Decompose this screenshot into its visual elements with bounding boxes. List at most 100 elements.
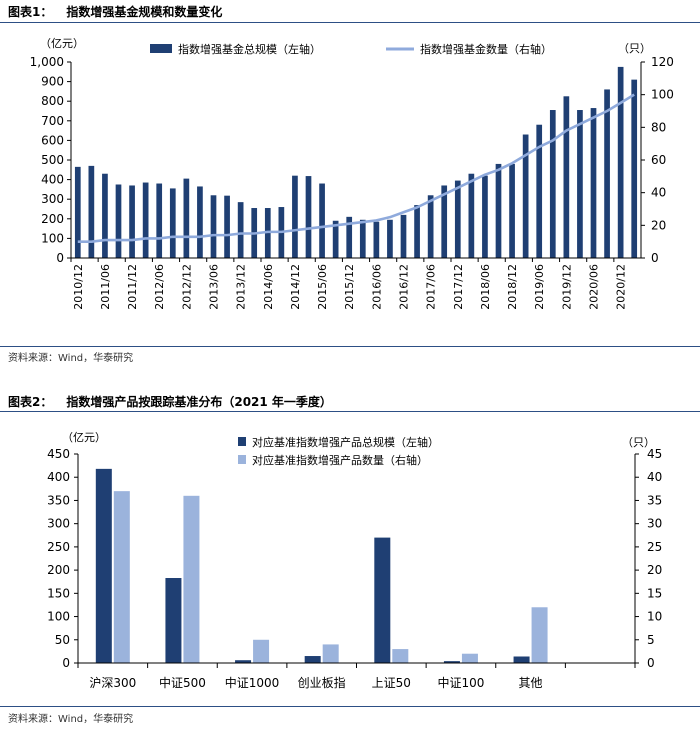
chart-1-x-tick-label: 2017/06 <box>425 264 438 310</box>
chart-1-left-tick-label: 900 <box>41 75 64 89</box>
chart-2-bar-total <box>235 660 252 663</box>
chart-1-bar <box>563 96 570 258</box>
chart-1-bar <box>156 183 163 258</box>
chart-2-x-tick-label: 中证500 <box>159 675 206 690</box>
chart-2-right-tick-label: 35 <box>647 493 662 507</box>
chart-1-x-tick-label: 2015/12 <box>343 264 356 310</box>
chart-2-x-tick-label: 中证100 <box>437 675 484 690</box>
chart-1-bar <box>224 195 230 258</box>
figure-1-source: 资料来源：Wind，华泰研究 <box>8 353 134 364</box>
chart-2-right-tick-label: 45 <box>647 447 662 461</box>
chart-2-x-tick-label: 上证50 <box>372 676 411 690</box>
figure-2-title: 图表2： 指数增强产品按跟踪基准分布（2021 年一季度） <box>8 393 332 410</box>
chart-1-bar <box>482 175 488 258</box>
chart-2-left-unit: （亿元） <box>62 431 106 444</box>
chart-1-bar <box>129 185 135 258</box>
chart-1-bar <box>115 184 122 258</box>
chart-1-bar <box>509 163 515 258</box>
chart-1-bar <box>346 216 353 258</box>
chart-1-x-tick-label: 2019/12 <box>560 264 573 310</box>
chart-2-right-unit: （只） <box>622 436 655 449</box>
chart-2-right-tick-label: 0 <box>647 656 655 670</box>
figure-2-top-rule <box>0 411 700 412</box>
chart-1-bar <box>197 186 203 258</box>
chart-1-bar <box>631 79 638 258</box>
chart-1-bar <box>604 89 610 258</box>
chart-2-right-tick-label: 5 <box>647 633 655 647</box>
chart-2-bar-count <box>253 639 270 663</box>
chart-1-bar <box>617 66 624 259</box>
chart-1-x-tick-label: 2010/12 <box>72 264 85 310</box>
chart-1-left-tick-label: 600 <box>41 133 64 147</box>
chart-1-x-tick-label: 2012/12 <box>180 264 193 310</box>
chart-2-left-tick-label: 0 <box>62 656 70 670</box>
chart-2-bar-total <box>95 468 112 663</box>
chart-1-bar <box>74 166 81 258</box>
chart-1-bar <box>210 195 217 258</box>
chart-1-bar <box>549 110 556 259</box>
chart-1-left-tick-label: 0 <box>56 251 64 265</box>
chart-2-x-tick-label: 沪深300 <box>89 676 136 690</box>
chart-1-bar <box>522 134 529 258</box>
chart-1-x-tick-label: 2020/12 <box>615 264 628 310</box>
figure-1-title: 图表1： 指数增强基金规模和数量变化 <box>8 3 222 20</box>
chart-2-left-tick-label: 150 <box>47 586 70 600</box>
chart-1-x-tick-label: 2011/12 <box>126 264 139 310</box>
chart-1-x-tick-label: 2016/12 <box>398 264 411 310</box>
chart-2-bar-count <box>531 607 548 663</box>
chart-2-bar-count <box>113 491 130 663</box>
chart-1-left-tick-label: 300 <box>41 192 64 206</box>
figure-2-label: 图表2： <box>8 395 53 409</box>
chart-2-bar-total <box>374 537 391 663</box>
chart-2-bar-total <box>165 578 182 663</box>
chart-1-x-tick-label: 2019/06 <box>533 264 546 310</box>
chart-1-right-tick-label: 40 <box>651 186 666 200</box>
chart-1-left-tick-label: 500 <box>41 153 64 167</box>
chart-1-bar <box>414 205 420 258</box>
chart-1-bar <box>577 110 583 259</box>
chart-2-bar-count <box>392 649 409 663</box>
chart-1: 0 100 200 300 400 500 600 700 800 900 1,000 0 20 40 6… <box>30 37 674 310</box>
chart-1-x-tick-label: 2014/06 <box>262 264 275 310</box>
chart-2-right-tick-label: 20 <box>647 563 662 577</box>
chart-1-bar <box>387 219 393 258</box>
chart-1-left-tick-label: 700 <box>41 114 64 128</box>
figure-1-label: 图表1： <box>8 5 53 19</box>
chart-1-bar <box>536 124 543 258</box>
chart-1-bar <box>373 221 380 258</box>
chart-1-x-tick-label: 2016/06 <box>370 264 383 310</box>
chart-2-right-tick-label: 30 <box>647 517 662 531</box>
figure-1-top-rule <box>0 22 700 23</box>
chart-1-x-tick-label: 2018/06 <box>479 264 492 310</box>
chart-2-right-tick-label: 25 <box>647 540 662 554</box>
chart-1-bar <box>292 175 298 258</box>
chart-1-bar <box>88 165 95 258</box>
figure-2-title-text: 指数增强产品按跟踪基准分布（2021 年一季度） <box>66 395 332 409</box>
figure-1-title-text: 指数增强基金规模和数量变化 <box>66 5 223 19</box>
chart-2-left-tick-label: 200 <box>47 563 70 577</box>
chart-2-left-tick-label: 350 <box>47 493 70 507</box>
chart-1-bar <box>142 182 149 258</box>
chart-2-right-tick-label: 10 <box>647 610 662 624</box>
chart-1-x-tick-label: 2013/06 <box>208 264 221 310</box>
chart-1-bar <box>305 176 312 258</box>
chart-1-x-tick-label: 2020/06 <box>588 264 601 310</box>
chart-1-bar <box>590 108 597 258</box>
chart-1-right-tick-label: 20 <box>651 218 666 232</box>
chart-2-legend-count-swatch <box>238 455 246 464</box>
chart-2-legend-count-label: 对应基准指数增强产品数量（右轴） <box>252 453 428 467</box>
chart-1-left-tick-label: 200 <box>41 212 64 226</box>
chart-1-bar <box>102 173 108 258</box>
chart-2: 0 50 100 150 200 250 300 350 400 450 0 5 10 15 20 25 30… <box>47 431 662 690</box>
chart-1-legend-line-label: 指数增强基金数量（右轴） <box>420 42 552 56</box>
chart-2-left-tick-label: 400 <box>47 470 70 484</box>
chart-1-left-tick-label: 400 <box>41 173 64 187</box>
figure-1-bottom-rule <box>0 346 700 347</box>
chart-1-count-line <box>77 93 635 243</box>
chart-1-legend-bar-swatch <box>150 44 172 53</box>
chart-2-legend-total-swatch <box>238 437 246 446</box>
chart-1-bar <box>183 178 190 258</box>
chart-2-x-tick-label: 创业板指 <box>298 675 346 690</box>
chart-1-bar <box>169 188 176 258</box>
chart-1-left-unit: （亿元） <box>40 37 84 50</box>
